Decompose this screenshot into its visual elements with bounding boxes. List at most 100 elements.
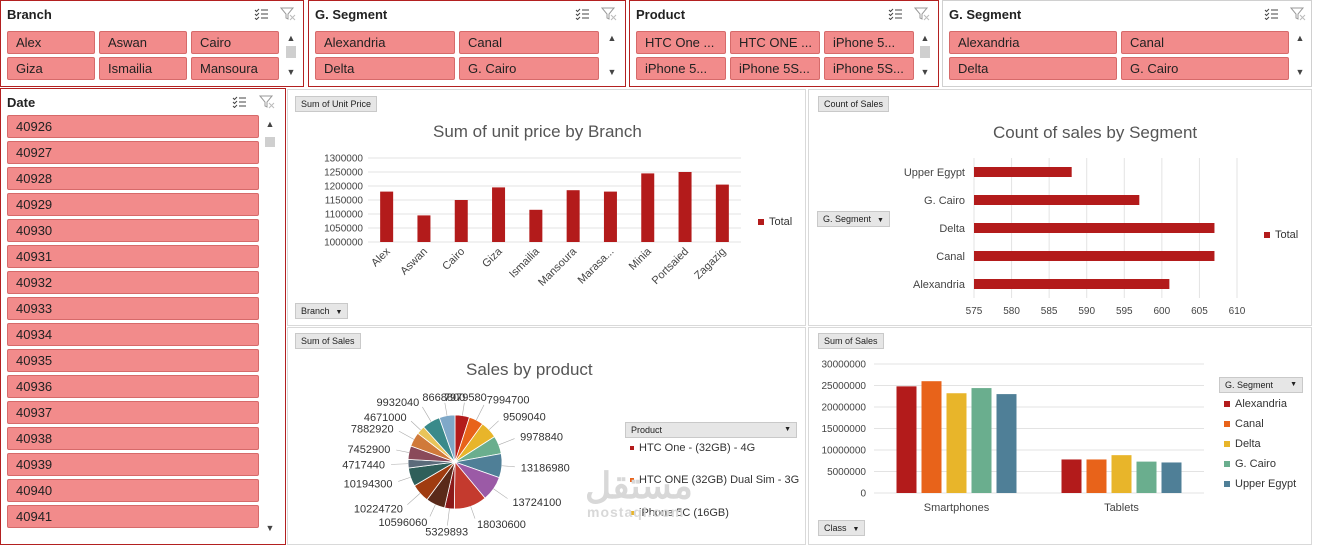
product-slicer-item[interactable]: iPhone 5S... (730, 57, 820, 80)
segment-slicer-item[interactable]: Delta (315, 57, 455, 80)
sales-by-product-pane[interactable]: Sum of Sales Sales by product 7979580 799… (287, 327, 806, 545)
segment-slicer-item[interactable]: G. Cairo (459, 57, 599, 80)
scroll-up-icon[interactable]: ▲ (265, 119, 275, 129)
dropdown-arrow-icon[interactable]: ▼ (784, 426, 791, 433)
clear-filter-icon[interactable] (280, 6, 296, 22)
date-slicer-item[interactable]: 40941 (7, 505, 259, 528)
date-slicer-item[interactable]: 40931 (7, 245, 259, 268)
multi-select-icon[interactable] (253, 6, 269, 22)
segment-axis-field-button[interactable]: G. Segment ▼ (817, 211, 890, 227)
dropdown-arrow-icon[interactable]: ▼ (852, 526, 860, 533)
multi-select-icon[interactable] (574, 6, 590, 22)
branch-slicer-item[interactable]: Mansoura (191, 57, 279, 80)
product-slicer-item[interactable]: iPhone 5... (636, 57, 726, 80)
leader-line (488, 420, 499, 430)
segment-slicer-item[interactable]: Canal (1121, 31, 1289, 54)
clear-filter-icon[interactable] (914, 6, 930, 22)
scroll-down-icon[interactable]: ▼ (607, 67, 617, 77)
segment-slicer-item[interactable]: G. Cairo (1121, 57, 1289, 80)
date-slicer-item[interactable]: 40939 (7, 453, 259, 476)
scroll-up-icon[interactable]: ▲ (286, 33, 296, 43)
legend-swatch (1224, 421, 1230, 428)
class-field-button[interactable]: Class ▼ (818, 520, 866, 536)
branch-slicer-item[interactable]: Ismailia (99, 57, 187, 80)
scroll-down-icon[interactable]: ▼ (265, 523, 275, 533)
multi-select-icon[interactable] (887, 6, 903, 22)
date-slicer-item[interactable]: 40936 (7, 375, 259, 398)
branch-slicer-scrollbar[interactable]: ▲ ▼ (284, 31, 298, 81)
date-slicer-item[interactable]: 40934 (7, 323, 259, 346)
sum-of-sales-field-button[interactable]: Sum of Sales (295, 333, 361, 349)
segment-slicer-item[interactable]: Alexandria (949, 31, 1117, 54)
date-slicer-item[interactable]: 40933 (7, 297, 259, 320)
product-slicer-item[interactable]: HTC ONE ... (730, 31, 820, 54)
segment-slicer-1-scrollbar[interactable]: ▲ ▼ (605, 31, 619, 81)
clear-filter-icon[interactable] (601, 6, 617, 22)
x-tick-label: 590 (1078, 306, 1095, 317)
dropdown-arrow-icon[interactable]: ▼ (335, 309, 343, 316)
chart-title: Count of sales by Segment (993, 123, 1198, 142)
y-tick-label: 0 (860, 489, 866, 500)
branch-slicer-item[interactable]: Giza (7, 57, 95, 80)
legend-label: iPhone 5C (16GB) (639, 507, 729, 519)
date-slicer-item[interactable]: 40929 (7, 193, 259, 216)
count-of-sales-field-button[interactable]: Count of Sales (818, 96, 890, 112)
bar (566, 190, 580, 242)
pie-legend-item: iPhone 5C (16GB) (630, 507, 729, 519)
segment-slicer-item[interactable]: Alexandria (315, 31, 455, 54)
scroll-down-icon[interactable]: ▼ (920, 67, 930, 77)
date-slicer-item[interactable]: 40938 (7, 427, 259, 450)
product-slicer-title: Product (636, 7, 686, 22)
segment-slicer-2-scrollbar[interactable]: ▲ ▼ (1293, 31, 1307, 81)
multi-select-icon[interactable] (1263, 6, 1279, 22)
branch-slicer-header: Branch (1, 1, 303, 27)
branch-slicer-item[interactable]: Aswan (99, 31, 187, 54)
branch-slicer-item[interactable]: Cairo (191, 31, 279, 54)
branch-field-button[interactable]: Branch ▼ (295, 303, 349, 319)
scroll-thumb[interactable] (286, 46, 296, 58)
segment-legend-field-button[interactable]: G. Segment ▼ (1219, 377, 1303, 393)
scroll-down-icon[interactable]: ▼ (286, 67, 296, 77)
scroll-up-icon[interactable]: ▲ (920, 33, 930, 43)
sum-of-sales-field-button[interactable]: Sum of Sales (818, 333, 884, 349)
scroll-down-icon[interactable]: ▼ (1295, 67, 1305, 77)
multi-select-icon[interactable] (231, 94, 247, 110)
clear-filter-icon[interactable] (259, 94, 275, 110)
y-tick-label: G. Cairo (924, 195, 965, 207)
unit-price-chart-pane[interactable]: Sum of Unit Price Sum of unit price by B… (287, 89, 806, 326)
branch-slicer-item[interactable]: Alex (7, 31, 95, 54)
sum-unit-price-field-button[interactable]: Sum of Unit Price (295, 96, 378, 112)
dropdown-arrow-icon[interactable]: ▼ (1290, 381, 1297, 388)
scroll-thumb[interactable] (265, 137, 275, 147)
segment-slicer-item[interactable]: Delta (949, 57, 1117, 80)
clear-filter-icon[interactable] (1290, 6, 1306, 22)
x-tick-label: Minia (627, 245, 655, 273)
product-slicer-scrollbar[interactable]: ▲ ▼ (918, 31, 932, 81)
date-slicer-item[interactable]: 40935 (7, 349, 259, 372)
date-slicer-item[interactable]: 40930 (7, 219, 259, 242)
segment-slicer-2-header: G. Segment (943, 1, 1311, 27)
product-slicer-item[interactable]: iPhone 5S... (824, 57, 914, 80)
segment-slicer-item[interactable]: Canal (459, 31, 599, 54)
date-slicer-scrollbar[interactable]: ▲ ▼ (263, 117, 277, 535)
date-slicer-item[interactable]: 40937 (7, 401, 259, 424)
count-sales-chart-pane[interactable]: Count of Sales Count of sales by Segment… (808, 89, 1312, 326)
watermark-latin: mostaql.com (587, 504, 685, 520)
field-button-label: G. Segment (823, 214, 872, 224)
date-slicer-item[interactable]: 40928 (7, 167, 259, 190)
sales-by-class-pane[interactable]: Sum of Sales 0 5000000 10000000 15000000 200… (808, 327, 1312, 545)
date-slicer-item[interactable]: 40940 (7, 479, 259, 502)
date-slicer-item[interactable]: 40927 (7, 141, 259, 164)
scroll-up-icon[interactable]: ▲ (607, 33, 617, 43)
date-slicer-item[interactable]: 40932 (7, 271, 259, 294)
product-legend-field-button[interactable]: Product ▼ (625, 422, 797, 438)
product-slicer-item[interactable]: HTC One ... (636, 31, 726, 54)
scroll-thumb[interactable] (920, 46, 930, 58)
date-slicer-header: Date (1, 89, 285, 115)
scroll-up-icon[interactable]: ▲ (1295, 33, 1305, 43)
unit-price-bar-chart: 1000000 1050000 1100000 1150000 1200000 12500… (324, 154, 741, 289)
date-slicer-item[interactable]: 40926 (7, 115, 259, 138)
product-slicer-item[interactable]: iPhone 5... (824, 31, 914, 54)
product-slicer-header: Product (630, 1, 938, 27)
dropdown-arrow-icon[interactable]: ▼ (877, 217, 884, 224)
